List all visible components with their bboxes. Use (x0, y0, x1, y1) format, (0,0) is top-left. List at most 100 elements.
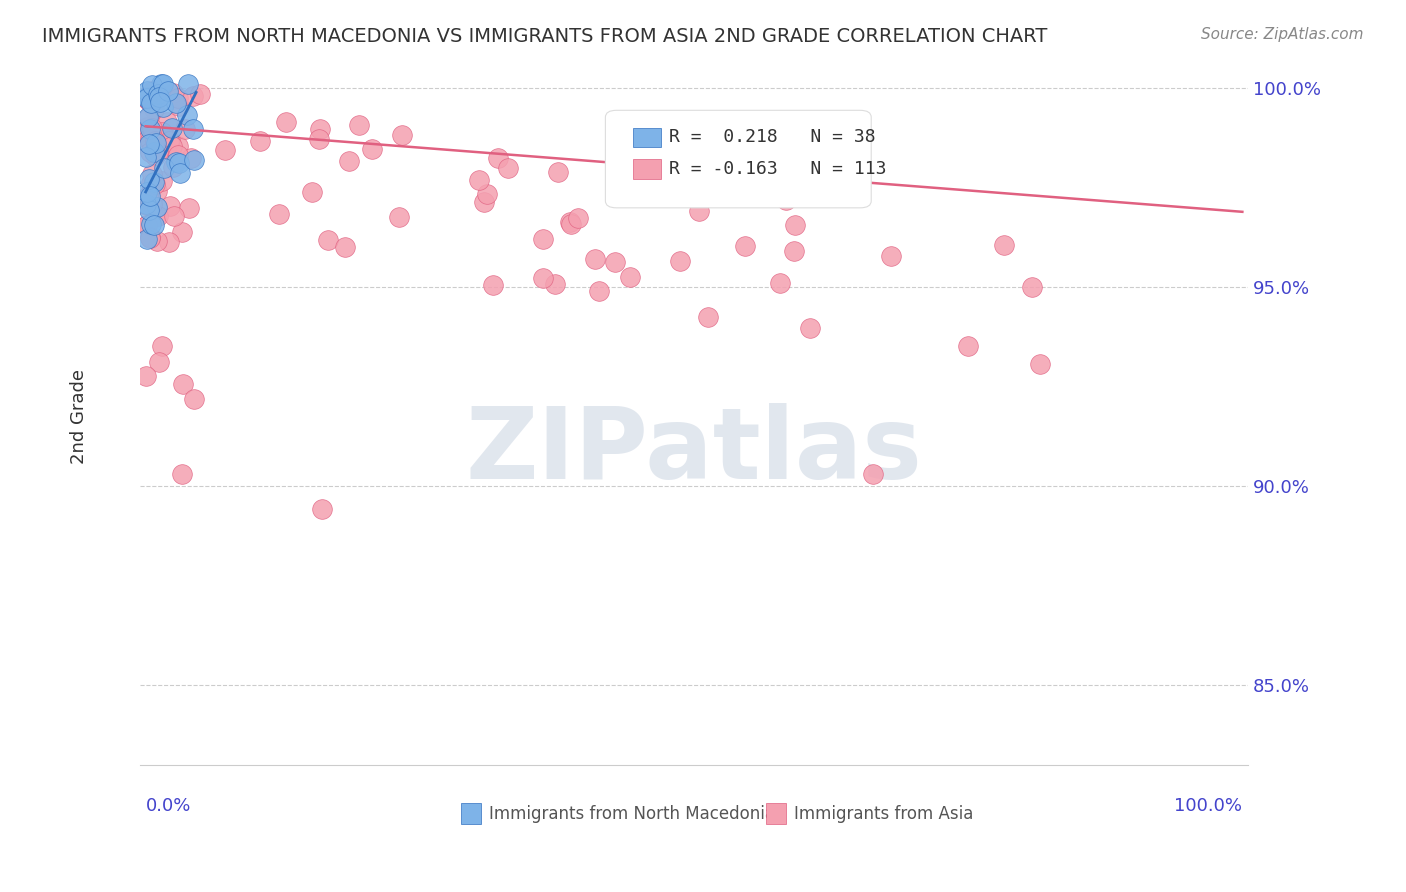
Point (136, 84, 159, 98)
Point (181, 89, 204, 103)
Point (153, 161, 176, 175)
Point (468, 173, 491, 187)
Point (180, 151, 202, 165)
Point (146, 210, 169, 224)
Point (165, 154, 187, 169)
Point (482, 277, 505, 292)
Point (276, 115, 298, 129)
Point (472, 195, 495, 210)
Point (145, 136, 167, 150)
Point (143, 177, 166, 191)
Point (183, 153, 205, 167)
Text: 2nd Grade: 2nd Grade (70, 369, 89, 465)
Point (157, 84, 180, 98)
Point (139, 229, 162, 244)
Point (139, 231, 162, 245)
Point (172, 377, 194, 392)
Point (498, 161, 520, 176)
Point (136, 89, 159, 103)
Bar (633, 128, 661, 147)
Bar (766, 804, 786, 824)
Bar (633, 159, 661, 178)
Text: R = -0.163   N = 113: R = -0.163 N = 113 (668, 160, 886, 178)
Point (157, 134, 180, 148)
Point (141, 121, 163, 136)
Point (560, 217, 582, 231)
Point (136, 132, 159, 146)
FancyBboxPatch shape (606, 111, 872, 208)
Point (956, 339, 979, 353)
Point (167, 139, 190, 153)
Point (155, 142, 177, 156)
Point (783, 218, 806, 232)
Point (179, 201, 201, 215)
Point (142, 145, 165, 160)
Text: ZIPatlas: ZIPatlas (465, 403, 922, 500)
Point (567, 211, 589, 226)
Point (138, 137, 160, 152)
Point (136, 111, 159, 125)
Point (139, 217, 162, 231)
Point (799, 321, 821, 335)
Text: Immigrants from Asia: Immigrants from Asia (794, 805, 973, 822)
Point (149, 95, 172, 109)
Point (1028, 357, 1050, 371)
Point (165, 96, 187, 111)
Point (136, 94, 159, 108)
Point (588, 284, 610, 298)
Point (486, 152, 509, 166)
Point (533, 232, 555, 246)
Point (769, 276, 792, 290)
Point (156, 114, 179, 128)
Point (136, 91, 159, 105)
Point (139, 145, 162, 159)
Point (139, 121, 162, 136)
Point (135, 120, 157, 135)
Point (146, 92, 169, 106)
Point (249, 134, 271, 148)
Point (388, 210, 411, 224)
Point (162, 138, 184, 153)
Point (141, 177, 163, 191)
Point (170, 225, 193, 239)
Point (620, 169, 643, 183)
Point (143, 102, 166, 116)
Point (146, 200, 169, 214)
Point (141, 196, 163, 211)
Point (169, 156, 191, 170)
Point (159, 133, 181, 147)
Point (176, 108, 198, 122)
Text: Source: ZipAtlas.com: Source: ZipAtlas.com (1201, 27, 1364, 42)
Point (141, 167, 163, 181)
Point (619, 269, 641, 284)
Point (160, 120, 183, 135)
Point (141, 179, 163, 194)
Point (143, 218, 166, 232)
Point (308, 132, 330, 146)
Point (531, 270, 554, 285)
Point (641, 180, 664, 194)
Point (181, 122, 204, 136)
Point (148, 354, 170, 368)
Point (347, 118, 370, 132)
Point (157, 235, 180, 249)
Point (146, 184, 169, 198)
Text: 0.0%: 0.0% (146, 797, 191, 815)
Point (172, 467, 194, 481)
Point (150, 136, 173, 150)
Point (138, 189, 160, 203)
Point (136, 232, 159, 246)
Point (169, 99, 191, 113)
Point (311, 501, 333, 516)
Point (136, 189, 159, 203)
Point (993, 237, 1015, 252)
Point (880, 249, 903, 263)
Point (136, 219, 159, 233)
Point (148, 145, 170, 159)
Point (150, 174, 173, 188)
Point (734, 239, 756, 253)
Point (152, 101, 174, 115)
Point (150, 338, 173, 352)
Point (162, 86, 184, 100)
Point (145, 209, 167, 223)
